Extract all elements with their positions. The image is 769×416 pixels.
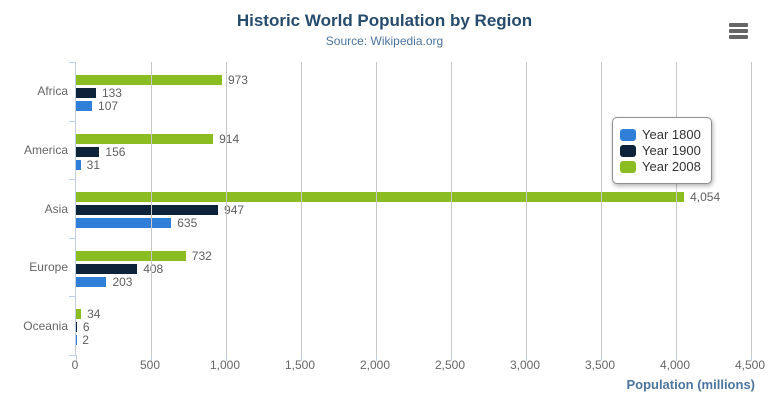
- x-axis-tick: [150, 355, 152, 361]
- category-axis-tick: [69, 237, 76, 239]
- gridline: [225, 62, 227, 355]
- category-group-oceania: 34 6 2: [76, 296, 751, 355]
- legend-item-label: Year 1900: [642, 143, 701, 158]
- x-tick-label: 500: [139, 358, 160, 372]
- x-tick-label: 2,500: [434, 358, 466, 372]
- gridline: [150, 62, 152, 355]
- chart-subtitle: Source: Wikipedia.org: [325, 34, 444, 48]
- bar-value-label: 914: [219, 131, 240, 146]
- bar-africa-year-2008[interactable]: [76, 75, 222, 85]
- legend: Year 1800 Year 1900 Year 2008: [612, 117, 712, 184]
- bar-europe-year-2008[interactable]: [76, 250, 186, 261]
- gridline: [751, 62, 752, 355]
- bar-asia-year-1800[interactable]: [76, 218, 172, 229]
- legend-item-year-2008[interactable]: Year 2008: [620, 159, 711, 174]
- legend-item-label: Year 1800: [642, 127, 701, 142]
- bar-asia-year-2008[interactable]: [76, 192, 685, 203]
- category-label-america: America: [23, 142, 68, 157]
- x-axis-tick: [675, 355, 677, 361]
- bar-value-label: 107: [98, 99, 119, 113]
- x-axis-tick: [301, 355, 302, 361]
- x-axis-tick: [225, 355, 227, 361]
- chart-title: Historic World Population by Region: [236, 11, 533, 30]
- bar-asia-year-1900[interactable]: [76, 205, 219, 216]
- x-tick-label: 4,500: [734, 358, 766, 372]
- legend-swatch-year-1800: [620, 128, 636, 141]
- legend-item-label: Year 2008: [642, 159, 701, 174]
- category-axis-tick: [69, 296, 76, 298]
- bar-value-label: 732: [191, 248, 212, 263]
- bar-value-label: 635: [177, 216, 198, 231]
- category-group-africa: 973 133 107: [76, 62, 751, 121]
- category-label-asia: Asia: [44, 201, 68, 216]
- legend-swatch-year-1900: [620, 144, 636, 157]
- category-axis: Africa America Asia Europe Oceania: [0, 62, 68, 355]
- x-tick-label: 2,000: [359, 358, 390, 372]
- bar-africa-year-1800[interactable]: [76, 101, 93, 111]
- bar-value-label: 408: [143, 261, 164, 276]
- x-axis-tick: [526, 355, 527, 361]
- x-axis-tick: [76, 355, 77, 361]
- hamburger-icon: [729, 35, 748, 39]
- bar-value-label: 973: [227, 73, 248, 87]
- bar-value-label: 31: [86, 157, 100, 172]
- bar-america-year-2008[interactable]: [76, 133, 214, 144]
- x-axis-tick: [751, 355, 752, 361]
- bar-oceania-year-1900[interactable]: [76, 322, 77, 333]
- bar-europe-year-1800[interactable]: [76, 276, 107, 287]
- bar-value-label: 6: [82, 320, 90, 335]
- category-group-europe: 732 408 203: [76, 238, 751, 297]
- bar-value-label: 947: [224, 203, 245, 218]
- category-label-europe: Europe: [29, 260, 68, 275]
- hamburger-icon: [729, 23, 748, 27]
- legend-swatch-year-2008: [620, 160, 636, 173]
- category-group-asia: 4,054 947 635: [76, 179, 751, 238]
- x-tick-label: 3,000: [509, 358, 541, 372]
- bar-value-label: 34: [87, 307, 101, 322]
- x-tick-label: 1,000: [209, 358, 240, 372]
- x-axis-labels: 0 500 1,000 1,500 2,000 2,500 3,000 3,500 4,000 4…: [72, 358, 765, 374]
- gridline: [451, 62, 452, 355]
- gridline: [301, 62, 302, 355]
- x-tick-label: 0: [71, 358, 79, 372]
- x-axis-title: Population (millions): [626, 377, 755, 392]
- bar-america-year-1900[interactable]: [76, 146, 100, 157]
- gridline: [375, 62, 377, 355]
- category-group-america: 914 156 31: [76, 121, 751, 180]
- bar-europe-year-1900[interactable]: [76, 263, 138, 274]
- x-axis-tick: [451, 355, 452, 361]
- category-label-oceania: Oceania: [23, 318, 68, 333]
- bar-value-label: 2: [82, 333, 89, 348]
- x-tick-label: 1,500: [284, 358, 316, 372]
- bar-value-label: 4,054: [690, 190, 721, 205]
- gridline: [526, 62, 527, 355]
- bar-value-label: 156: [105, 144, 126, 159]
- category-axis-tick: [69, 179, 76, 181]
- bar-america-year-1800[interactable]: [76, 159, 81, 170]
- legend-item-year-1900[interactable]: Year 1900: [620, 143, 711, 158]
- x-tick-label: 3,500: [584, 358, 616, 372]
- plot-area: 973 133 107 914 156 31 4,054 947 635 732 408 203 34 6…: [69, 62, 752, 361]
- x-axis-tick: [601, 355, 602, 361]
- gridline: [675, 62, 677, 355]
- bar-value-label: 203: [112, 274, 133, 289]
- bar-value-label: 133: [101, 86, 122, 100]
- bar-rows: 973 133 107 914 156 31 4,054 947 635 732 408 203 34 6…: [76, 62, 751, 355]
- export-menu-button[interactable]: [728, 22, 750, 40]
- category-label-africa: Africa: [37, 84, 68, 99]
- gridline: [601, 62, 602, 355]
- x-axis-tick: [375, 355, 377, 361]
- bar-africa-year-1900[interactable]: [76, 88, 96, 98]
- x-tick-label: 4,000: [659, 358, 690, 372]
- category-axis-tick: [69, 355, 76, 356]
- hamburger-icon: [729, 29, 748, 33]
- category-axis-tick: [69, 120, 76, 122]
- bar-oceania-year-2008[interactable]: [76, 309, 82, 320]
- legend-item-year-1800[interactable]: Year 1800: [620, 127, 711, 142]
- category-axis-tick: [69, 62, 76, 63]
